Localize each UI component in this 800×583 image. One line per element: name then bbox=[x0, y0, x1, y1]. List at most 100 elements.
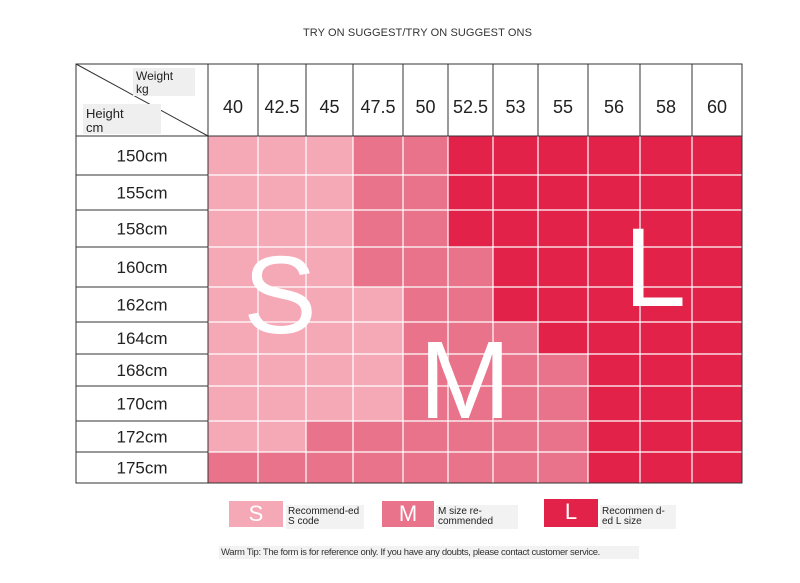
size-cell bbox=[208, 452, 258, 483]
size-cell bbox=[493, 322, 538, 354]
legend-label-s: Recommend-ed S code bbox=[286, 505, 364, 529]
corner-weight-bg bbox=[133, 68, 195, 96]
size-cell bbox=[588, 421, 640, 452]
corner-height-unit: cm bbox=[86, 120, 103, 135]
size-cell bbox=[448, 452, 493, 483]
size-cell bbox=[353, 354, 403, 386]
size-cell bbox=[588, 210, 640, 247]
size-cell bbox=[640, 210, 692, 247]
corner-diagonal bbox=[75, 63, 209, 137]
size-cell bbox=[538, 136, 588, 175]
page-title: TRY ON SUGGEST/TRY ON SUGGEST ONS bbox=[302, 27, 533, 39]
size-cell bbox=[403, 287, 448, 322]
size-cell bbox=[306, 421, 353, 452]
size-cell bbox=[692, 354, 742, 386]
size-cell bbox=[208, 175, 258, 210]
height-tick-label: 160cm bbox=[116, 258, 167, 277]
size-cell bbox=[208, 354, 258, 386]
weight-tick-label: 52.5 bbox=[453, 97, 488, 117]
size-cell bbox=[403, 175, 448, 210]
size-cell bbox=[306, 136, 353, 175]
size-cell bbox=[640, 354, 692, 386]
weight-tick-label: 40 bbox=[223, 97, 243, 117]
size-cell bbox=[448, 136, 493, 175]
height-tick-label: 168cm bbox=[116, 361, 167, 380]
size-cell bbox=[493, 210, 538, 247]
weight-tick-label: 58 bbox=[656, 97, 676, 117]
size-cell bbox=[692, 287, 742, 322]
size-cell bbox=[640, 287, 692, 322]
size-cell bbox=[448, 386, 493, 421]
size-cell bbox=[403, 247, 448, 287]
size-cell bbox=[403, 136, 448, 175]
size-cell bbox=[258, 175, 306, 210]
size-cell bbox=[538, 452, 588, 483]
size-cell bbox=[692, 136, 742, 175]
size-cell bbox=[208, 210, 258, 247]
size-cell bbox=[640, 322, 692, 354]
size-cell bbox=[640, 175, 692, 210]
height-tick-label: 164cm bbox=[116, 329, 167, 348]
height-tick-label: 170cm bbox=[116, 395, 167, 414]
size-cell bbox=[640, 386, 692, 421]
size-cell bbox=[493, 175, 538, 210]
weight-tick-label: 47.5 bbox=[360, 97, 395, 117]
size-cell bbox=[588, 354, 640, 386]
size-cell bbox=[692, 452, 742, 483]
size-cell bbox=[403, 452, 448, 483]
size-cell bbox=[538, 421, 588, 452]
size-letter-s: S bbox=[243, 234, 316, 357]
size-cell bbox=[258, 210, 306, 247]
size-cell bbox=[258, 287, 306, 322]
corner-weight-label: Weight bbox=[136, 69, 174, 83]
weight-tick-label: 45 bbox=[319, 97, 339, 117]
size-cell bbox=[640, 421, 692, 452]
size-cell bbox=[538, 322, 588, 354]
size-cell bbox=[588, 386, 640, 421]
size-cell bbox=[588, 452, 640, 483]
size-cell bbox=[493, 386, 538, 421]
size-cell bbox=[306, 354, 353, 386]
size-cell bbox=[306, 175, 353, 210]
height-tick-label: 150cm bbox=[116, 147, 167, 166]
height-tick-label: 155cm bbox=[116, 184, 167, 203]
legend-swatch-l: L bbox=[544, 499, 598, 527]
weight-tick-label: 55 bbox=[553, 97, 573, 117]
warm-tip: Warm Tip: The form is for reference only… bbox=[219, 546, 639, 559]
weight-tick-label: 42.5 bbox=[264, 97, 299, 117]
size-cell bbox=[588, 247, 640, 287]
size-cell bbox=[448, 210, 493, 247]
corner-weight-unit: kg bbox=[136, 82, 149, 96]
size-cell bbox=[353, 421, 403, 452]
size-cell bbox=[353, 247, 403, 287]
size-cell bbox=[353, 175, 403, 210]
size-letter-l: L bbox=[624, 205, 686, 330]
size-cell bbox=[588, 175, 640, 210]
height-tick-label: 175cm bbox=[116, 459, 167, 478]
size-cell bbox=[258, 421, 306, 452]
size-cell bbox=[353, 452, 403, 483]
size-cell bbox=[403, 421, 448, 452]
overlay-layer: SML bbox=[243, 205, 686, 442]
size-cell bbox=[640, 247, 692, 287]
size-cell bbox=[208, 421, 258, 452]
size-cell bbox=[258, 452, 306, 483]
corner-height-bg bbox=[83, 104, 161, 134]
size-cell bbox=[353, 136, 403, 175]
size-cell bbox=[588, 287, 640, 322]
legend-swatch-s: S bbox=[229, 501, 283, 527]
size-cell bbox=[306, 452, 353, 483]
weight-tick-label: 56 bbox=[604, 97, 624, 117]
size-cell bbox=[538, 287, 588, 322]
height-tick-label: 172cm bbox=[116, 428, 167, 447]
size-cell bbox=[692, 175, 742, 210]
size-cell bbox=[306, 386, 353, 421]
size-cell bbox=[692, 247, 742, 287]
size-cell bbox=[258, 136, 306, 175]
size-cell bbox=[448, 247, 493, 287]
size-cell bbox=[208, 247, 258, 287]
size-cell bbox=[538, 386, 588, 421]
size-cell bbox=[448, 421, 493, 452]
weight-tick-label: 50 bbox=[415, 97, 435, 117]
